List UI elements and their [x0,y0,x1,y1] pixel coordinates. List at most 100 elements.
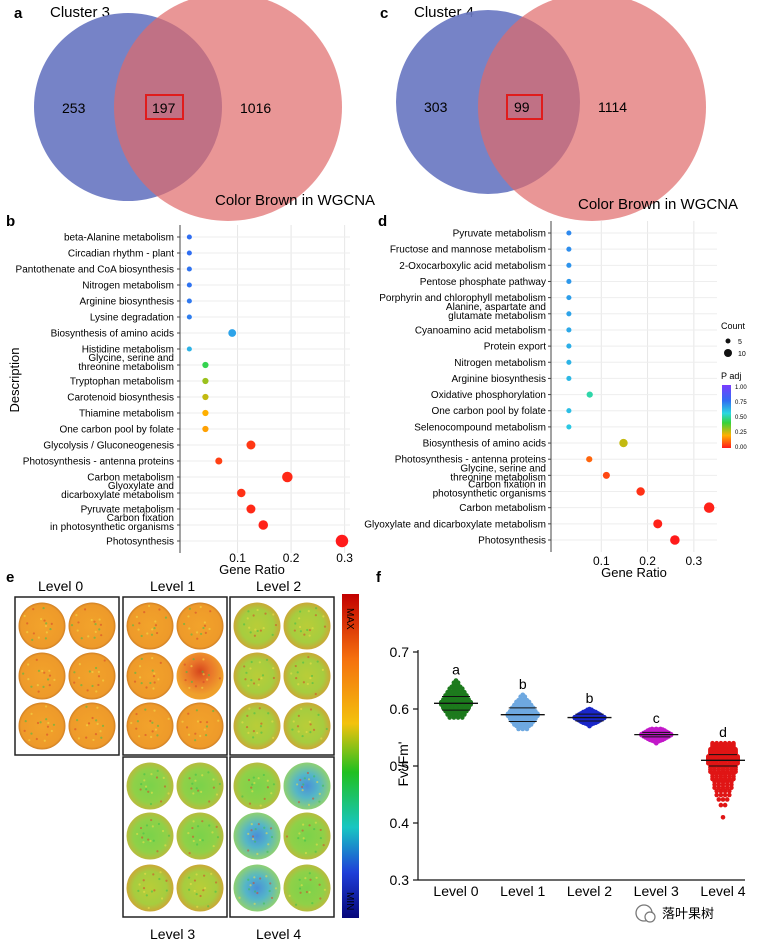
leaf-disc [68,602,116,650]
leaf-disc [176,812,224,860]
disc-speckle [253,634,256,637]
level-label-0: Level 0 [38,578,83,594]
disc-speckle [136,832,139,836]
data-point [653,726,659,732]
disc-speckle [30,685,33,688]
data-point [186,266,192,272]
leaf-disc [68,652,116,700]
data-point [186,346,192,352]
disc-speckle [164,616,168,619]
disc-speckle [251,790,254,793]
disc-speckle [97,675,101,678]
disc-speckle [309,708,313,711]
disc-speckle [147,906,150,910]
data-point [186,250,192,256]
disc-speckle [151,628,154,631]
data-point [731,740,736,746]
disc-speckle [183,663,186,666]
legend-count-label-5: 5 [738,339,742,346]
disc-speckle [205,721,209,724]
disc-speckle [137,889,140,892]
colorbar-min-label: MIN [344,892,355,910]
disc-speckle [204,734,208,737]
disc-speckle [85,705,88,708]
disc-speckle [76,719,79,722]
disc-speckle [318,800,321,803]
disc-speckle [238,896,241,899]
disc-speckle [308,720,311,723]
data-point [653,519,663,529]
disc-speckle [251,835,255,838]
term-label: Circadian rhythm - plant [68,249,174,260]
disc-speckle [254,628,257,631]
disc-speckle [94,732,98,736]
level-label-2: Level 2 [256,578,301,594]
disc-speckle [247,849,250,852]
term-label: Lysine degradation [90,313,174,324]
legend-padj-colorbar [722,385,731,448]
disc-speckle [202,889,205,892]
data-point [566,230,572,236]
disc-speckle [243,665,246,668]
disc-speckle [263,797,266,800]
disc-speckle [159,661,162,664]
disc-speckle [203,728,206,731]
disc-speckle [203,874,206,877]
disc-speckle [259,877,262,880]
data-point [202,409,209,417]
disc-speckle [308,824,311,827]
legend-count-label-10: 10 [738,351,746,358]
disc-speckle [97,670,100,674]
disc-speckle [32,632,35,635]
disc-speckle [102,679,105,682]
significance-letter: b [519,676,527,692]
disc-speckle [252,614,255,617]
disc-speckle [241,721,244,724]
disc-speckle [192,658,195,661]
disc-speckle [206,678,209,681]
disc-speckle [22,672,25,675]
leaf-discs [18,602,331,912]
disc-speckle [94,666,98,670]
disc-speckle [197,789,200,792]
disc-speckle [142,879,145,882]
disc-speckle [153,681,156,684]
data-point [282,471,293,483]
data-point [619,438,628,448]
disc-speckle [158,608,161,611]
disc-speckle [199,894,202,898]
disc-speckle [27,663,30,666]
leaf-disc [233,864,281,912]
panel-letter-d: d [378,213,387,230]
disc-speckle [157,678,160,681]
disc-speckle [140,657,143,660]
venn-c-left-count: 303 [424,99,448,115]
data-point [186,298,192,304]
xtick-label: 0.3 [336,551,353,565]
disc-speckle [247,684,250,687]
disc-speckle [156,850,159,853]
disc-speckle [260,731,263,734]
disc-speckle [272,676,275,680]
disc-speckle [201,686,204,689]
term-label: Arginine biosynthesis [452,374,547,385]
disc-speckle [319,828,322,832]
term-label: Tryptophan metabolism [70,377,174,388]
watermark-text: 落叶果树 [662,906,714,921]
term-label: Carbon metabolism [87,473,174,484]
disc-speckle [37,669,41,672]
disc-speckle [90,618,93,622]
data-point [714,788,719,794]
disc-speckle [53,678,56,681]
disc-speckle [155,776,159,779]
disc-speckle [100,736,103,739]
disc-speckle [95,719,98,722]
disc-speckle [260,722,263,725]
disc-speckle [44,624,48,628]
disc-speckle [260,677,263,680]
disc-speckle [256,852,259,856]
significance-letter: d [719,724,727,740]
disc-speckle [35,737,38,741]
disc-speckle [205,725,209,728]
